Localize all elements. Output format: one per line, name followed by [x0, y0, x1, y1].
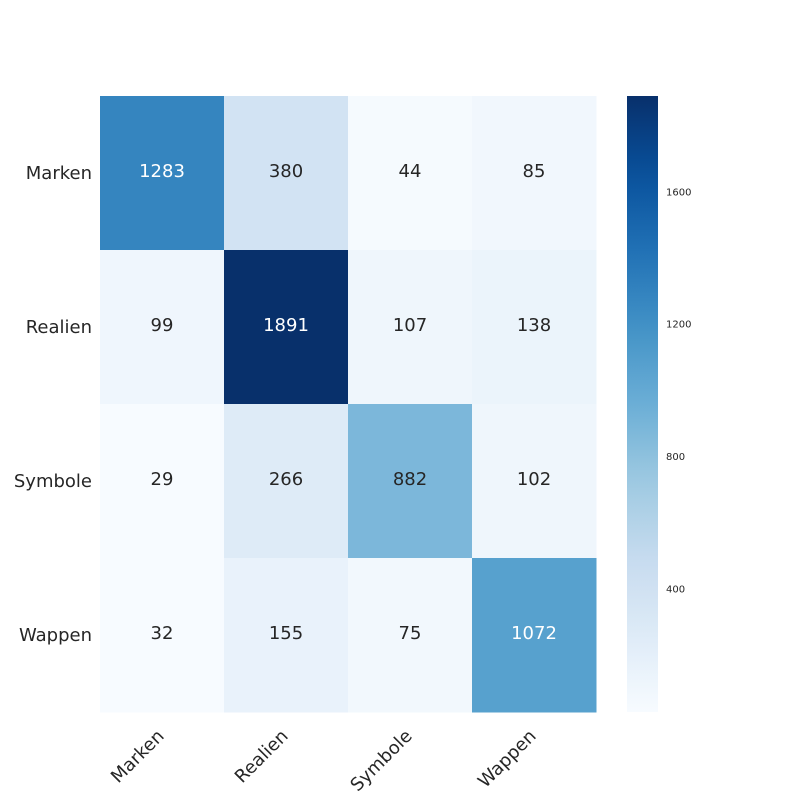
cell-value-2-0: 29: [151, 469, 174, 490]
cell-value-2-3: 102: [517, 469, 551, 490]
col-label-3: Wappen: [474, 726, 540, 792]
cell-value-3-1: 155: [269, 623, 303, 644]
cell-value-2-2: 882: [393, 469, 427, 490]
colorbar-tick-0: 400: [666, 584, 685, 595]
cell-value-3-3: 1072: [511, 623, 557, 644]
colorbar: 400 800 1200 1600: [627, 96, 691, 712]
y-tick-labels: Marken Realien Symbole Wappen: [14, 163, 92, 646]
cell-value-0-1: 380: [269, 161, 303, 182]
row-label-0: Marken: [26, 163, 92, 184]
heatmap-cell-2-3: [472, 404, 597, 559]
cell-value-0-2: 44: [399, 161, 422, 182]
cell-value-1-2: 107: [393, 315, 427, 336]
heatmap-cell-1-3: [472, 250, 597, 405]
heatmap-cell-2-0: [100, 404, 225, 559]
heatmap-cell-3-3: [472, 558, 597, 713]
heatmap-cell-2-1: [224, 404, 349, 559]
colorbar-tick-2: 1200: [666, 320, 691, 331]
row-label-2: Symbole: [14, 471, 92, 492]
col-label-1: Realien: [231, 726, 293, 788]
heatmap-cell-1-0: [100, 250, 225, 405]
heatmap-cell-2-2: [348, 404, 473, 559]
cell-value-3-0: 32: [151, 623, 174, 644]
heatmap-cell-0-3: [472, 96, 597, 251]
heatmap-cell-1-2: [348, 250, 473, 405]
heatmap-cells: [100, 96, 597, 713]
heatmap-cell-0-0: [100, 96, 225, 251]
row-label-1: Realien: [26, 317, 92, 338]
cell-value-0-0: 1283: [139, 161, 185, 182]
heatmap-cell-0-2: [348, 96, 473, 251]
cell-value-1-3: 138: [517, 315, 551, 336]
colorbar-tick-3: 1600: [666, 187, 691, 198]
heatmap-cell-3-0: [100, 558, 225, 713]
heatmap-cell-1-1: [224, 250, 349, 405]
col-label-2: Symbole: [346, 726, 416, 796]
cell-value-2-1: 266: [269, 469, 303, 490]
x-tick-labels: Marken Realien Symbole Wappen: [107, 726, 541, 796]
cell-value-1-1: 1891: [263, 315, 309, 336]
heatmap-cell-3-2: [348, 558, 473, 713]
row-label-3: Wappen: [19, 625, 92, 646]
cell-value-0-3: 85: [523, 161, 546, 182]
cell-value-1-0: 99: [151, 315, 174, 336]
colorbar-tick-1: 800: [666, 452, 685, 463]
col-label-0: Marken: [107, 726, 169, 788]
heatmap-cell-0-1: [224, 96, 349, 251]
heatmap-cell-3-1: [224, 558, 349, 713]
cell-value-3-2: 75: [399, 623, 422, 644]
colorbar-gradient: [627, 96, 658, 712]
heatmap-cell-labels: 1283 380 44 85 99 1891 107 138 29 266 882 102 32 155 7…: [139, 161, 557, 644]
colorbar-ticks: 400 800 1200 1600: [666, 187, 691, 595]
